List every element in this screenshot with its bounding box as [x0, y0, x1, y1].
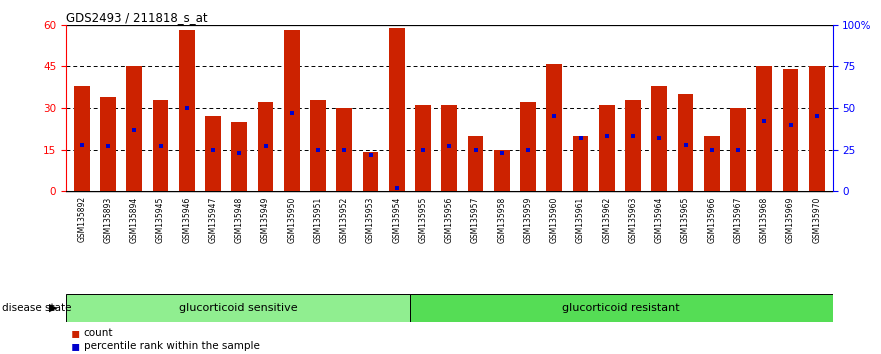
- Text: GSM135969: GSM135969: [786, 196, 795, 243]
- Text: GSM135959: GSM135959: [523, 196, 532, 243]
- Bar: [757, 66, 772, 191]
- Text: GSM135968: GSM135968: [759, 196, 769, 242]
- Text: GSM135965: GSM135965: [681, 196, 690, 243]
- Bar: [310, 99, 326, 191]
- Bar: [626, 99, 640, 191]
- Text: GSM135954: GSM135954: [392, 196, 402, 243]
- Bar: [704, 136, 720, 191]
- Text: GSM135953: GSM135953: [366, 196, 375, 243]
- Text: ▪: ▪: [70, 339, 80, 353]
- Bar: [520, 102, 536, 191]
- Text: GSM135946: GSM135946: [182, 196, 191, 243]
- Bar: [494, 149, 510, 191]
- Text: GSM135970: GSM135970: [812, 196, 821, 243]
- Text: GSM135949: GSM135949: [261, 196, 270, 243]
- Text: count: count: [84, 328, 113, 338]
- Text: ▶: ▶: [48, 303, 57, 313]
- Text: percentile rank within the sample: percentile rank within the sample: [84, 341, 260, 351]
- Text: GSM135892: GSM135892: [78, 196, 86, 242]
- Bar: [66, 294, 410, 322]
- Text: GSM135963: GSM135963: [628, 196, 638, 243]
- Bar: [410, 294, 833, 322]
- Bar: [415, 105, 431, 191]
- Bar: [179, 30, 195, 191]
- Bar: [441, 105, 457, 191]
- Text: GSM135951: GSM135951: [314, 196, 322, 242]
- Text: GSM135945: GSM135945: [156, 196, 165, 243]
- Text: GSM135958: GSM135958: [497, 196, 507, 242]
- Bar: [127, 66, 142, 191]
- Bar: [468, 136, 484, 191]
- Bar: [284, 30, 300, 191]
- Text: GSM135956: GSM135956: [445, 196, 454, 243]
- Text: GSM135960: GSM135960: [550, 196, 559, 243]
- Text: glucorticoid resistant: glucorticoid resistant: [562, 303, 680, 313]
- Bar: [363, 152, 379, 191]
- Text: GSM135966: GSM135966: [707, 196, 716, 243]
- Bar: [809, 66, 825, 191]
- Bar: [100, 97, 116, 191]
- Text: GSM135950: GSM135950: [287, 196, 296, 243]
- Text: GSM135955: GSM135955: [418, 196, 427, 243]
- Text: glucorticoid sensitive: glucorticoid sensitive: [179, 303, 297, 313]
- Bar: [677, 94, 693, 191]
- Bar: [651, 86, 667, 191]
- Bar: [337, 108, 352, 191]
- Bar: [782, 69, 798, 191]
- Bar: [573, 136, 589, 191]
- Text: GSM135967: GSM135967: [734, 196, 743, 243]
- Bar: [389, 28, 404, 191]
- Text: GSM135957: GSM135957: [471, 196, 480, 243]
- Text: GSM135894: GSM135894: [130, 196, 139, 242]
- Bar: [205, 116, 221, 191]
- Bar: [546, 64, 562, 191]
- Bar: [257, 102, 273, 191]
- Text: GSM135964: GSM135964: [655, 196, 663, 243]
- Text: ▪: ▪: [70, 326, 80, 340]
- Text: disease state: disease state: [2, 303, 71, 313]
- Bar: [152, 99, 168, 191]
- Bar: [74, 86, 90, 191]
- Text: GSM135952: GSM135952: [340, 196, 349, 242]
- Text: GSM135961: GSM135961: [576, 196, 585, 242]
- Text: GSM135948: GSM135948: [235, 196, 244, 242]
- Text: GSM135947: GSM135947: [209, 196, 218, 243]
- Text: GDS2493 / 211818_s_at: GDS2493 / 211818_s_at: [66, 11, 208, 24]
- Text: GSM135962: GSM135962: [603, 196, 611, 242]
- Bar: [730, 108, 746, 191]
- Bar: [599, 105, 615, 191]
- Bar: [232, 122, 248, 191]
- Text: GSM135893: GSM135893: [104, 196, 113, 242]
